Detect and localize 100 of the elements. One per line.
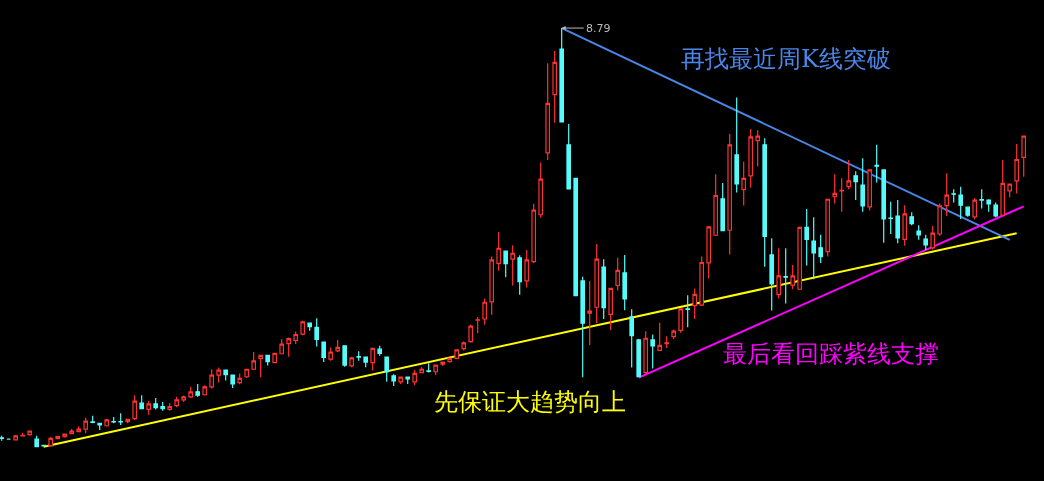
candlestick — [27, 430, 32, 437]
candlestick — [1000, 159, 1006, 217]
candlestick — [881, 168, 887, 244]
candlestick — [468, 324, 473, 344]
candlestick — [797, 226, 803, 291]
candlestick — [706, 225, 712, 279]
candlestick — [790, 264, 796, 290]
candlestick — [244, 368, 249, 379]
candlestick — [216, 366, 221, 384]
candlestick — [783, 247, 789, 305]
candlestick — [566, 123, 572, 190]
candlestick — [405, 376, 410, 385]
candlestick — [1007, 183, 1013, 198]
annotation: 8.79 — [586, 22, 611, 35]
candlestick — [153, 397, 158, 411]
candlestick — [279, 338, 284, 355]
candlestick — [853, 170, 859, 201]
candlestick — [930, 225, 936, 251]
candlestick — [475, 316, 480, 334]
candlestick — [573, 177, 579, 297]
candlestick — [251, 351, 256, 371]
candlestick — [62, 433, 67, 439]
candlestick — [48, 436, 53, 447]
candlestick — [412, 369, 417, 386]
candlestick — [748, 128, 754, 189]
candlestick — [538, 161, 544, 219]
candlestick — [818, 234, 824, 264]
candlestick — [622, 254, 628, 311]
candlestick — [461, 341, 466, 351]
candlestick — [895, 199, 901, 244]
candlestick — [594, 243, 600, 324]
candlestick — [321, 341, 326, 363]
candlestick — [510, 244, 515, 287]
candlestick — [678, 307, 684, 334]
candlestick — [699, 256, 705, 307]
candlestick — [650, 333, 656, 369]
candlestick — [937, 202, 943, 237]
candlestick — [167, 402, 172, 412]
candlestick — [174, 396, 179, 408]
candlestick — [909, 211, 915, 226]
candlestick — [104, 418, 109, 428]
candlestick — [601, 258, 607, 320]
candlestick — [293, 330, 298, 345]
candlestick — [209, 368, 214, 390]
candlestick — [111, 416, 116, 424]
candlestick — [377, 345, 382, 357]
candlestick — [657, 322, 663, 352]
candlestick — [230, 374, 235, 389]
candlestick — [587, 280, 593, 346]
candlestick — [1021, 135, 1027, 178]
series-label: 最后看回踩紫线支撑 — [723, 340, 939, 368]
candlestick — [419, 366, 424, 374]
candlestick — [923, 234, 929, 251]
candlestick — [447, 357, 452, 364]
candlestick — [720, 182, 726, 232]
candlestick — [825, 198, 831, 258]
candlestick — [13, 434, 18, 441]
candlestick — [664, 335, 670, 349]
candlestick — [776, 247, 782, 300]
candlestick — [202, 384, 207, 397]
candlestick — [139, 394, 144, 410]
candlestick — [713, 173, 719, 237]
candlestick — [993, 202, 999, 218]
candlestick — [265, 354, 270, 367]
candlestick — [496, 231, 501, 272]
candlestick — [867, 168, 873, 212]
candlestick — [489, 256, 494, 316]
candlestick — [286, 336, 291, 358]
candlestick — [727, 133, 733, 256]
candlestick — [370, 347, 375, 372]
candlestick — [902, 204, 908, 247]
candlestick — [524, 249, 530, 289]
candlestick — [888, 201, 894, 235]
candlestick — [342, 344, 347, 368]
candlestick — [580, 276, 586, 378]
candlestick — [734, 96, 740, 194]
candlestick — [958, 186, 964, 220]
candlestick — [335, 339, 340, 353]
candlestick — [545, 62, 551, 161]
candlestick — [636, 338, 642, 378]
candlestick — [1014, 143, 1020, 194]
candlestick — [846, 159, 852, 190]
candlestick — [685, 294, 691, 328]
candlestick — [874, 144, 880, 184]
candlestick — [258, 354, 263, 378]
candlestick — [349, 356, 354, 368]
candlestick — [951, 188, 957, 204]
candlestick — [839, 177, 845, 213]
candlestick — [237, 372, 242, 385]
candlestick — [83, 417, 88, 434]
candlestick — [615, 257, 621, 292]
candlestick — [972, 197, 978, 220]
candlestick — [804, 208, 810, 267]
candlestick — [118, 412, 123, 426]
candlestick — [125, 418, 130, 424]
candlestick — [531, 203, 537, 264]
candlestick — [965, 206, 971, 218]
candlestick — [363, 356, 368, 368]
candlestick — [860, 157, 866, 213]
candlestick — [762, 137, 768, 268]
